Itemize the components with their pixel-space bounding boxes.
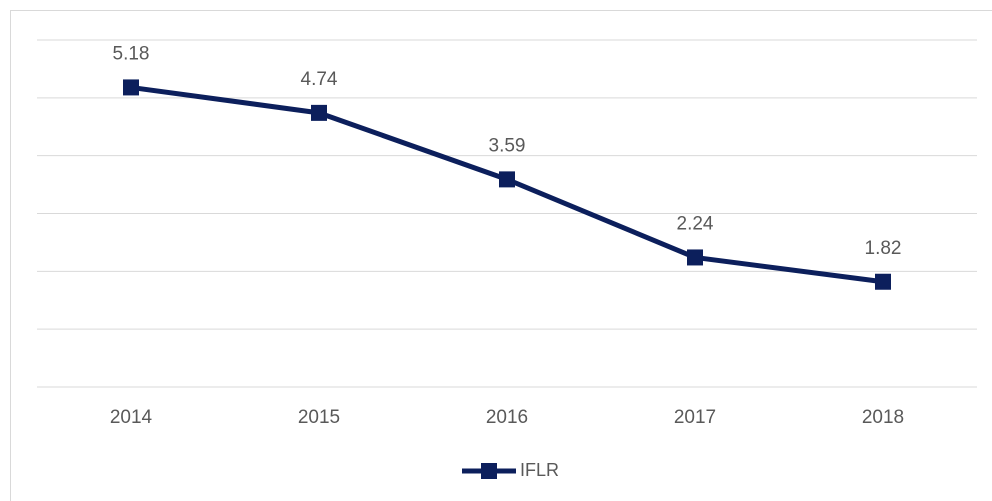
- point-marker: [687, 249, 703, 266]
- point-marker: [123, 79, 139, 96]
- data-label: 2.24: [677, 213, 714, 234]
- x-tick-label: 2016: [486, 407, 528, 428]
- x-tick-label: 2018: [862, 407, 904, 428]
- x-tick-label: 2015: [298, 407, 340, 428]
- data-label: 3.59: [489, 135, 526, 156]
- x-tick-label: 2017: [674, 407, 716, 428]
- point-marker: [875, 273, 891, 290]
- data-label: 1.82: [865, 238, 902, 259]
- data-label: 5.18: [113, 43, 150, 64]
- point-marker: [499, 171, 515, 188]
- legend-marker: [481, 463, 497, 479]
- legend-label: IFLR: [520, 460, 559, 480]
- x-tick-label: 2014: [110, 407, 153, 428]
- point-marker: [311, 104, 327, 121]
- data-label: 4.74: [301, 69, 338, 90]
